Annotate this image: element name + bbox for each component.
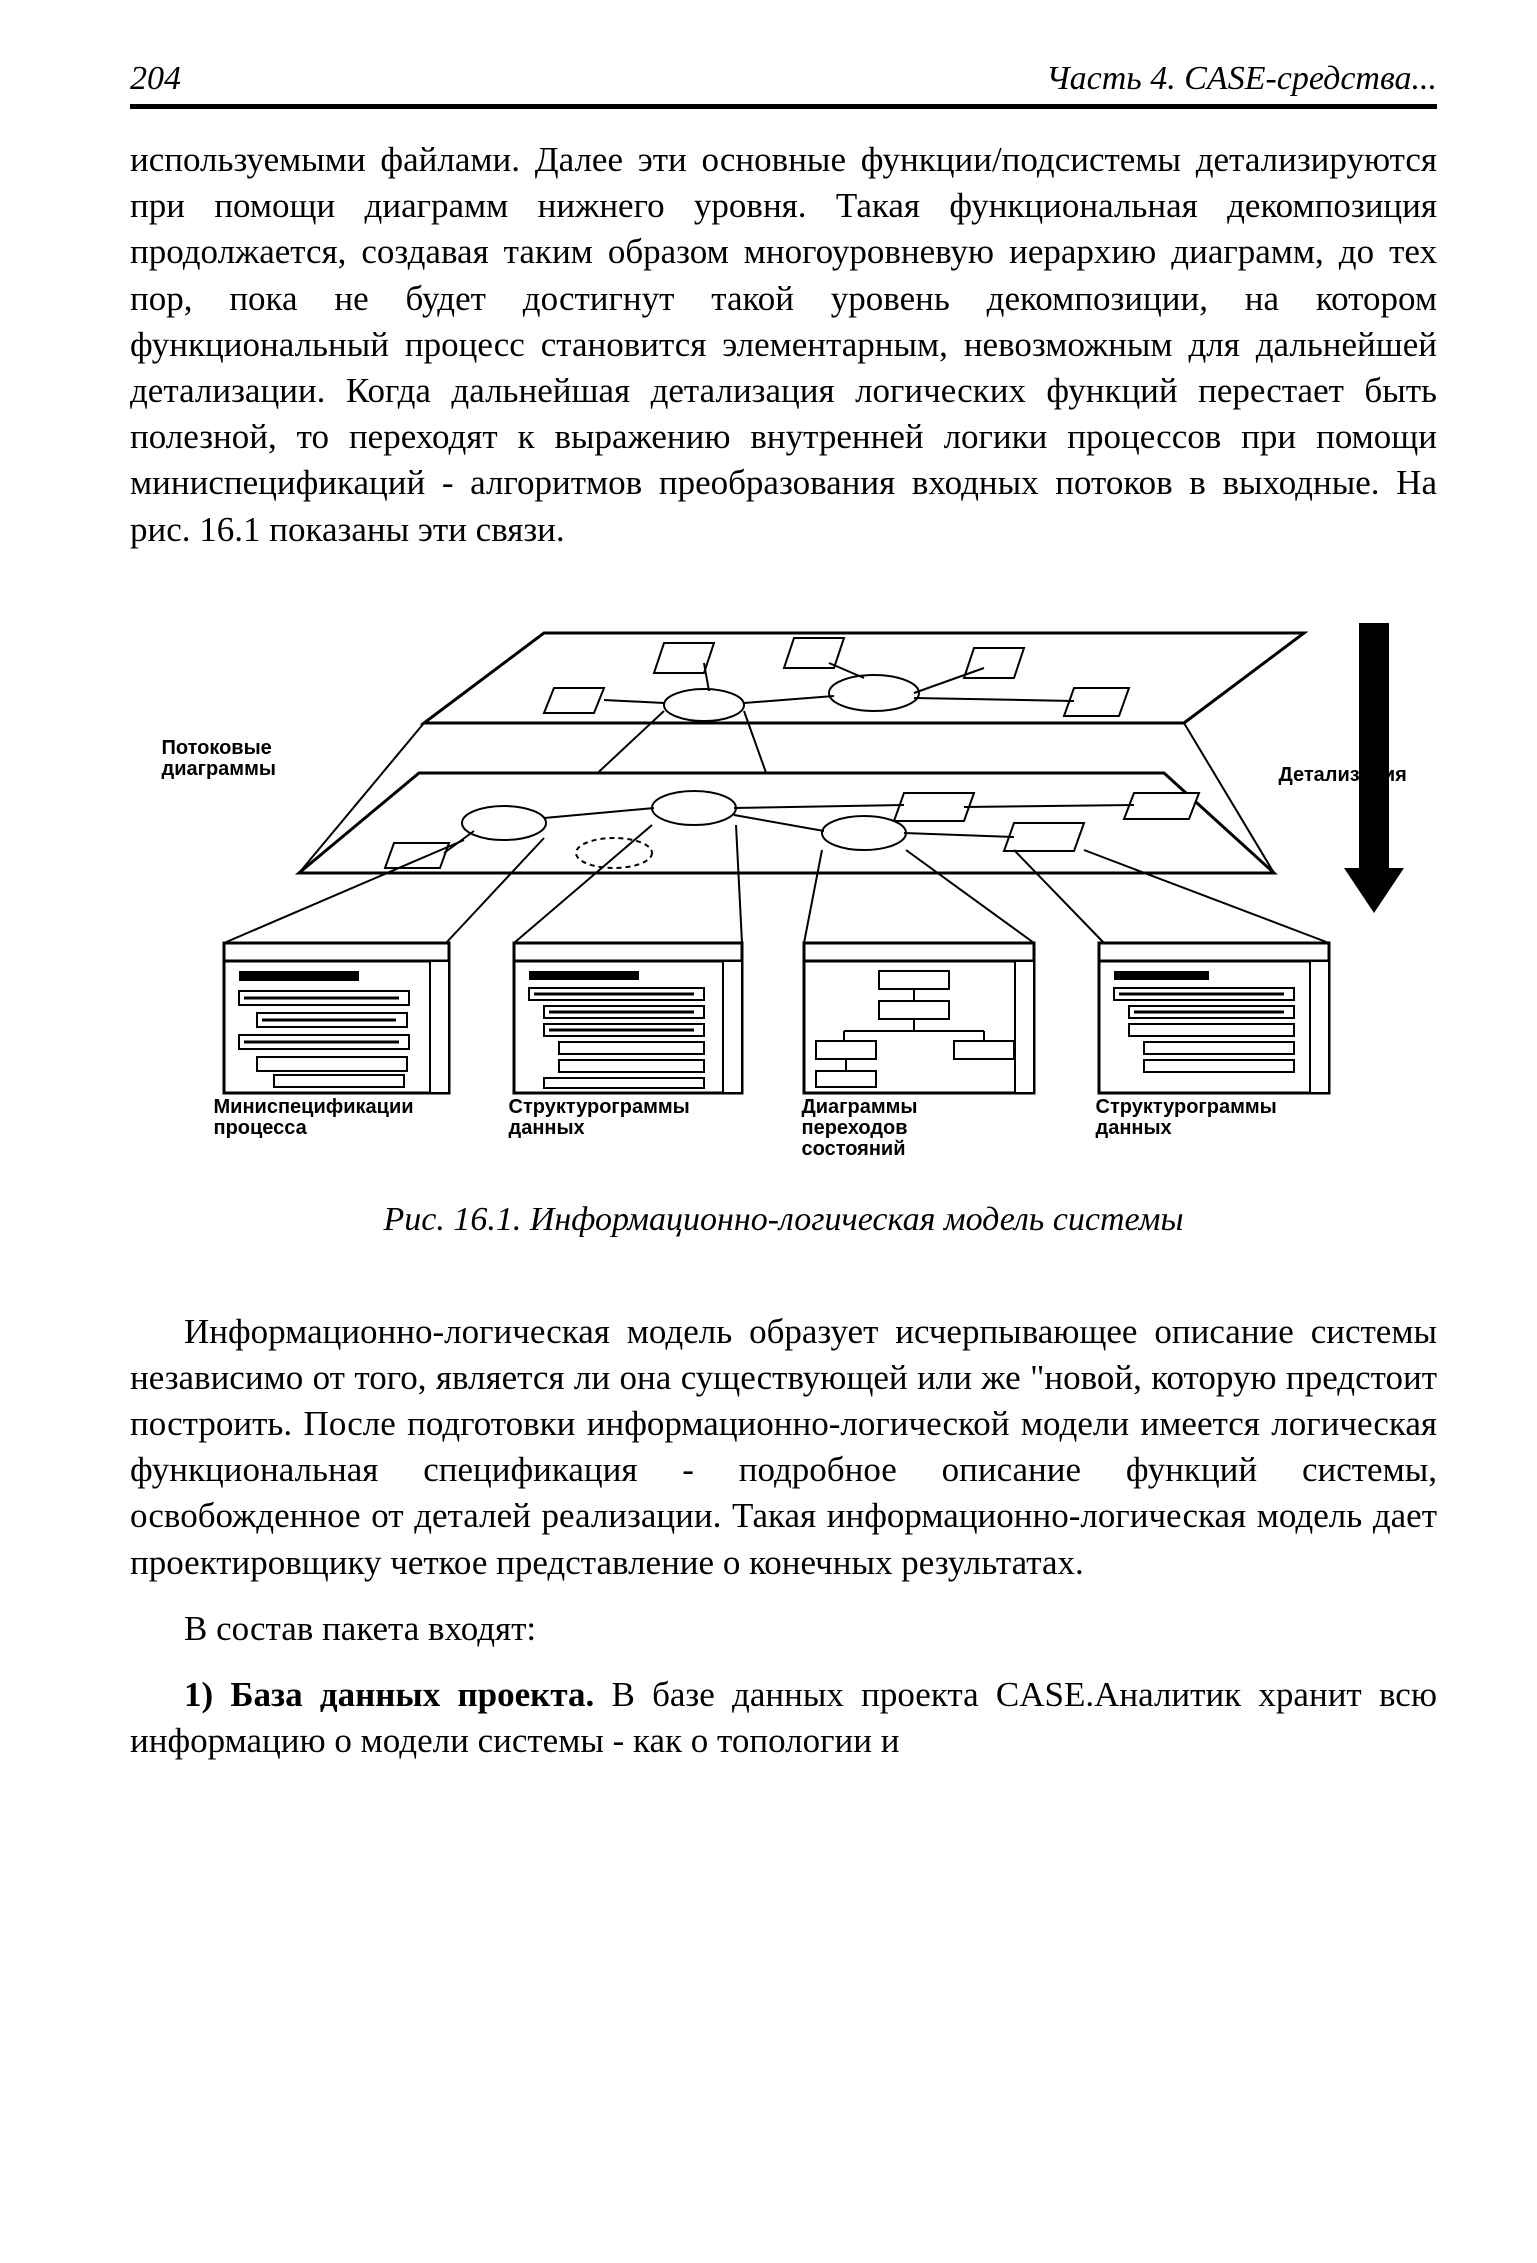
body-paragraph-3: В состав пакета входят: [130, 1606, 1437, 1652]
label-struct-2: Структурограммыданных [1096, 1097, 1277, 1139]
label-flow-diagrams: Потоковыедиаграммы [162, 738, 276, 780]
figure-16-1: Потоковыедиаграммы Детализация Миниспеци… [144, 593, 1424, 1173]
label-minispec: Миниспецификациипроцесса [214, 1097, 414, 1139]
label-state-diagram: Диаграммыпереходовсостояний [802, 1097, 918, 1160]
page-header: 204 Часть 4. CASE-средства... [130, 60, 1437, 109]
label-struct-1: Структурограммыданных [509, 1097, 690, 1139]
figure-block: Потоковыедиаграммы Детализация Миниспеци… [130, 593, 1437, 1239]
header-section-title: Часть 4. CASE-средства... [1046, 60, 1437, 98]
body-paragraph-1: используемыми файлами. Далее эти основны… [130, 137, 1437, 553]
page-number: 204 [130, 60, 181, 98]
body-paragraph-2: Информационно-логическая модель образует… [130, 1309, 1437, 1586]
item-1-title: 1) База данных проекта. [184, 1675, 594, 1714]
page: 204 Часть 4. CASE-средства... используем… [0, 0, 1537, 1864]
body-paragraph-4: 1) База данных проекта. В базе данных пр… [130, 1672, 1437, 1764]
figure-caption: Рис. 16.1. Информационно-логическая моде… [130, 1201, 1437, 1239]
label-detail-arrow: Детализация [1279, 765, 1407, 786]
